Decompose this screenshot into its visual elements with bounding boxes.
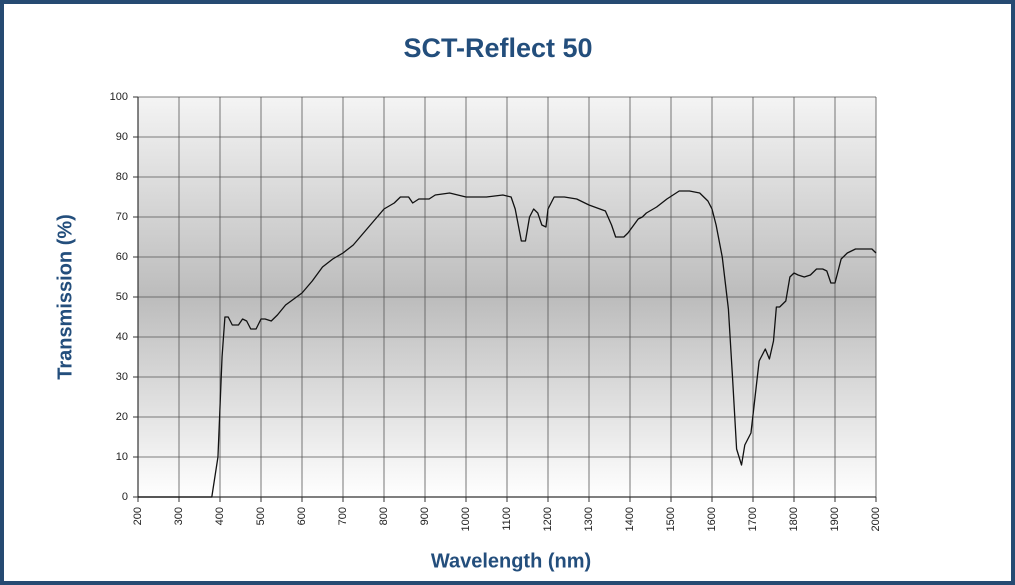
chart-title: SCT-Reflect 50	[403, 33, 592, 63]
y-axis-title: Transmission (%)	[54, 214, 76, 380]
x-tick-label: 200	[132, 507, 144, 525]
y-tick-label: 0	[122, 491, 128, 503]
x-tick-label: 1200	[542, 507, 554, 531]
x-axis-title: Wavelength (nm)	[431, 550, 591, 572]
x-tick-label: 600	[296, 507, 308, 525]
x-tick-label: 500	[255, 507, 267, 525]
x-tick-label: 900	[419, 507, 431, 525]
x-tick-label: 1700	[747, 507, 759, 531]
y-tick-label: 60	[116, 251, 128, 263]
y-tick-label: 100	[110, 91, 128, 103]
data-line	[138, 190, 877, 498]
x-tick-label: 800	[378, 507, 390, 525]
y-tick-label: 40	[116, 331, 128, 343]
y-tick-label: 50	[116, 291, 128, 303]
x-tick-label: 1300	[583, 507, 595, 531]
x-tick-label: 1800	[788, 507, 800, 531]
x-tick-label: 400	[214, 507, 226, 525]
x-tick-label: 2000	[870, 507, 882, 531]
y-tick-label: 20	[116, 411, 128, 423]
x-tick-label: 700	[337, 507, 349, 525]
x-tick-label: 1100	[501, 507, 513, 531]
x-tick-label: 1600	[706, 507, 718, 531]
x-tick-label: 1000	[460, 507, 472, 531]
x-tick-label: 1900	[829, 507, 841, 531]
y-tick-label: 80	[116, 171, 128, 183]
x-tick-label: 1500	[665, 507, 677, 531]
x-tick-label: 1400	[624, 507, 636, 531]
y-tick-label: 10	[116, 451, 128, 463]
y-tick-label: 30	[116, 371, 128, 383]
x-tick-label: 300	[173, 507, 185, 525]
y-tick-label: 70	[116, 211, 128, 223]
y-tick-label: 90	[116, 131, 128, 143]
